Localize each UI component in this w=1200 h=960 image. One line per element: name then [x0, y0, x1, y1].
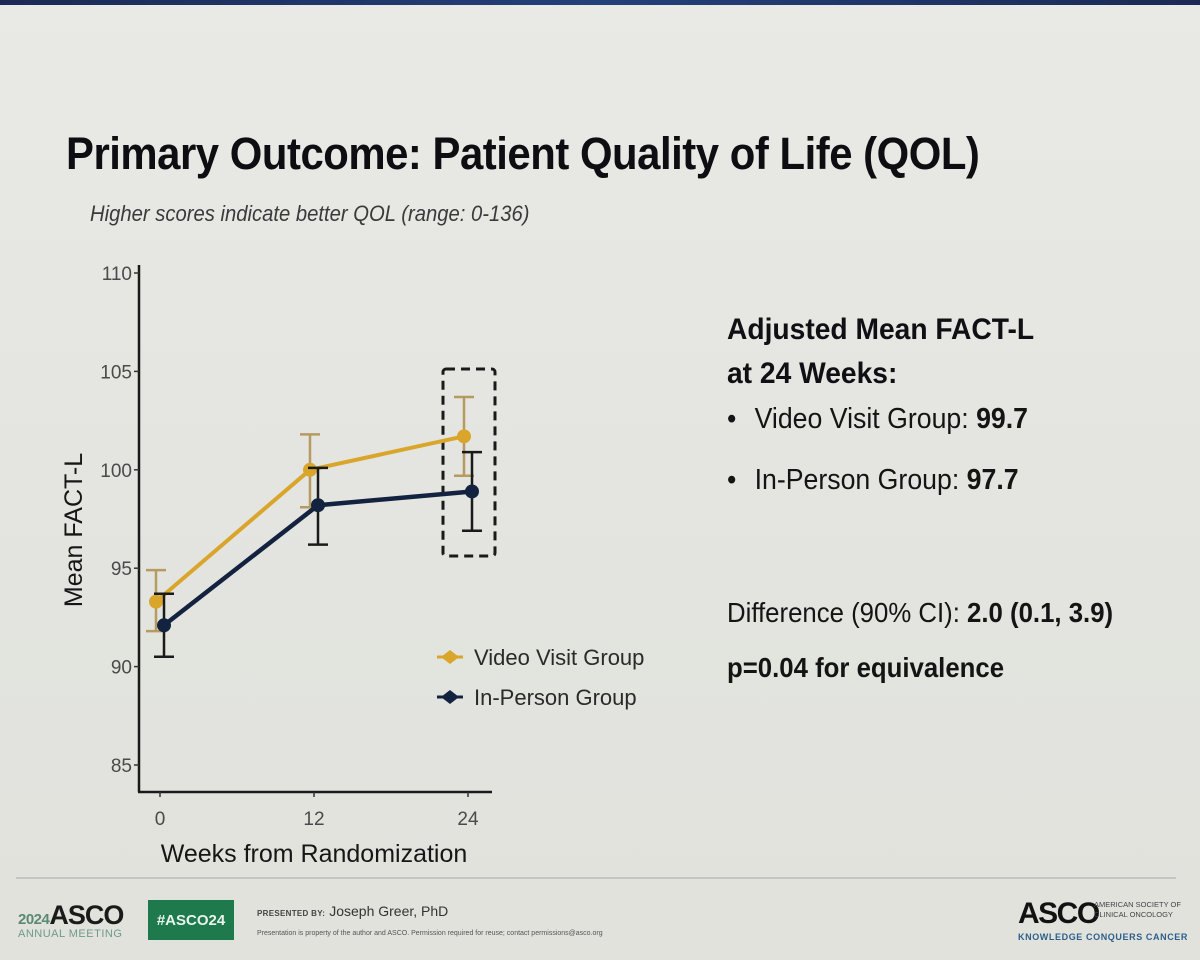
data-point	[311, 498, 325, 513]
p-value-line: p=0.04 for equivalence	[727, 640, 1113, 695]
p-value: p=0.04 for equivalence	[727, 652, 1005, 683]
asco-society-logo: ASCO AMERICAN SOCIETY OF CLINICAL ONCOLO…	[1018, 897, 1188, 947]
chart-ticks: 85 90 95 100 105 110 0 12 24	[100, 264, 479, 830]
x-tick-label: 24	[457, 809, 479, 830]
x-axis-title: Weeks from Randomization	[161, 840, 468, 868]
series-video-visit	[146, 395, 474, 633]
meeting-subtitle: ANNUAL MEETING	[18, 928, 123, 940]
footer-divider	[16, 877, 1176, 879]
result-in-person-label: In-Person Group:	[754, 464, 967, 496]
bullet-icon: •	[727, 403, 737, 435]
result-video: • Video Visit Group: 99.7	[727, 404, 1141, 435]
slide-subtitle: Higher scores indicate better QOL (range…	[90, 201, 530, 226]
data-point	[149, 594, 163, 609]
chart-axes	[137, 265, 492, 794]
y-axis-title: Mean FACT-L	[60, 453, 88, 607]
x-tick-label: 12	[303, 809, 324, 830]
highlight-dashed-box	[441, 367, 497, 558]
society-name: ASCO	[1018, 897, 1100, 930]
result-video-value: 99.7	[976, 403, 1029, 435]
y-tick-label: 105	[100, 362, 132, 383]
panel-heading-line1: Adjusted Mean FACT-L	[727, 313, 1035, 346]
y-tick-label: 90	[111, 658, 132, 679]
slide	[0, 5, 1200, 960]
result-video-label: Video Visit Group:	[754, 403, 977, 435]
data-point	[465, 484, 479, 499]
presented-by-label: PRESENTED BY:	[257, 909, 326, 918]
legend-item: In-Person Group	[437, 685, 637, 710]
meeting-logo: 2024ASCO ANNUAL MEETING	[18, 900, 138, 945]
results-list: • Video Visit Group: 99.7 • In-Person Grou…	[727, 404, 1177, 496]
legend-label: In-Person Group	[474, 685, 637, 710]
series-in-person	[154, 450, 482, 659]
slide-title: Primary Outcome: Patient Quality of Life…	[66, 128, 980, 179]
result-in-person-value: 97.7	[966, 464, 1019, 496]
top-border	[0, 0, 1200, 5]
result-in-person: • In-Person Group: 97.7	[727, 465, 1141, 496]
society-tagline: KNOWLEDGE CONQUERS CANCER	[1018, 932, 1189, 942]
disclaimer: Presentation is property of the author a…	[257, 930, 603, 937]
stats-block: Difference (90% CI): 2.0 (0.1, 3.9) p=0.…	[727, 585, 1147, 695]
y-tick-label: 95	[111, 559, 132, 580]
presenter-line: PRESENTED BY: Joseph Greer, PhD	[257, 903, 448, 919]
data-point	[157, 618, 171, 633]
meeting-org: ASCO	[49, 900, 124, 930]
legend-label: Video Visit Group	[474, 645, 644, 670]
society-full-name: AMERICAN SOCIETY OF CLINICAL ONCOLOGY	[1094, 900, 1181, 919]
y-tick-label: 85	[111, 756, 132, 777]
hashtag-badge: #ASCO24	[148, 900, 234, 940]
panel-heading-line2: at 24 Weeks:	[727, 357, 898, 390]
results-panel: Adjusted Mean FACT-L at 24 Weeks: • Video…	[727, 308, 1177, 526]
data-point	[303, 462, 317, 477]
legend-item: Video Visit Group	[437, 645, 644, 670]
difference-line: Difference (90% CI): 2.0 (0.1, 3.9)	[727, 585, 1113, 640]
bullet-icon: •	[727, 464, 737, 496]
difference-label: Difference (90% CI):	[727, 597, 968, 628]
y-tick-label: 110	[102, 264, 132, 285]
meeting-year: 2024	[18, 911, 50, 928]
data-point	[457, 429, 471, 444]
y-tick-label: 100	[100, 461, 132, 482]
chart-legend: Video Visit Group In-Person Group	[437, 645, 644, 710]
presenter-name: Joseph Greer, PhD	[329, 903, 449, 919]
chart-series	[146, 395, 482, 659]
x-tick-label: 0	[155, 809, 166, 830]
difference-value: 2.0 (0.1, 3.9)	[967, 597, 1114, 628]
